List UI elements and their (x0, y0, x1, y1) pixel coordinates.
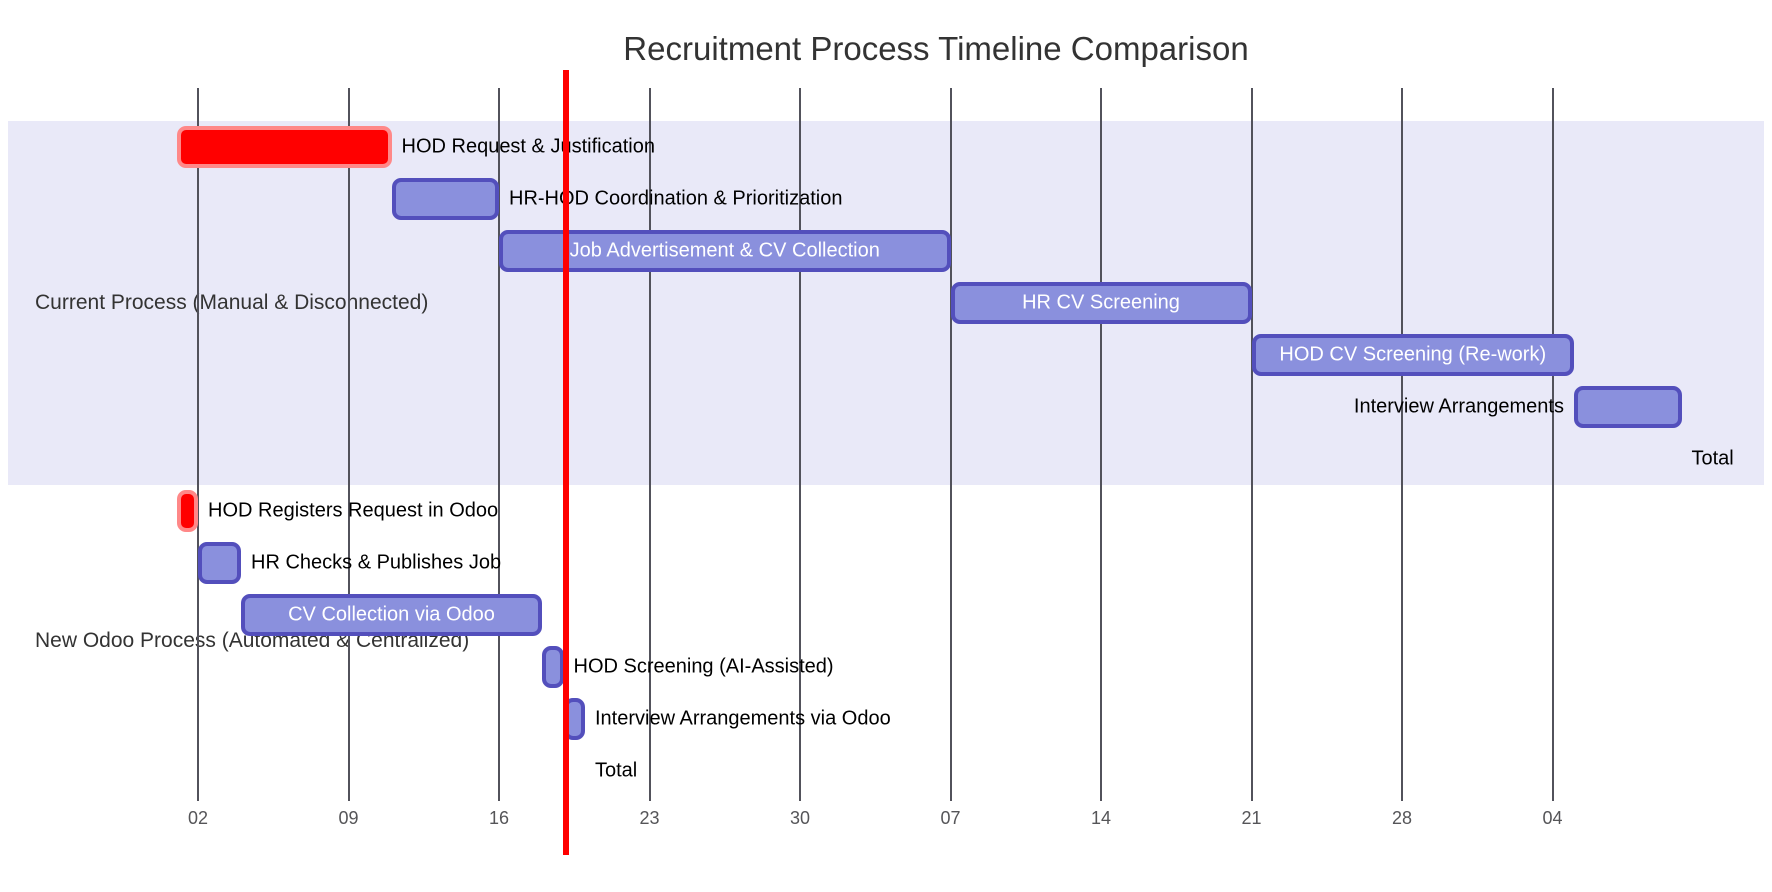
task-bar (499, 230, 951, 272)
section-band (8, 121, 1764, 485)
grid-line (1100, 88, 1102, 801)
grid-line (197, 88, 199, 801)
section-label: Current Process (Manual & Disconnected) (35, 291, 429, 314)
axis-tick-label: 28 (1391, 808, 1413, 828)
task-label: CV Collection via Odoo (288, 603, 495, 626)
task-label: Total (1691, 447, 1734, 470)
task-label: Job Advertisement & CV Collection (569, 239, 880, 262)
grid-line (1401, 88, 1403, 801)
axis-tick-label: 16 (488, 808, 510, 828)
today-marker-line (562, 70, 569, 855)
task-label: HOD Registers Request in Odoo (208, 499, 499, 522)
grid-line (648, 88, 651, 801)
grid-line (1250, 88, 1253, 801)
axis-tick-label: 02 (187, 808, 209, 828)
task-label: HOD Request & Justification (401, 135, 655, 158)
task-bar (241, 594, 542, 636)
axis-tick-label: 23 (639, 808, 660, 828)
grid-line (498, 88, 500, 801)
grid-line (347, 88, 350, 801)
task-bar (198, 542, 241, 584)
axis-tick-label: 04 (1542, 808, 1563, 828)
task-label: HR Checks & Publishes Job (251, 551, 502, 574)
task-bar (1251, 334, 1574, 376)
task-label: Interview Arrangements via Odoo (595, 707, 891, 730)
task-bar-critical (176, 490, 198, 532)
grid-line (949, 88, 952, 801)
task-label: HR-HOD Coordination & Prioritization (509, 187, 843, 210)
task-bar (950, 282, 1252, 324)
axis-tick-label: 30 (789, 808, 811, 828)
grid-line (799, 88, 801, 801)
axis-tick-label: 21 (1241, 808, 1262, 828)
task-bar (1574, 386, 1682, 428)
task-label: Interview Arrangements (1353, 395, 1564, 418)
task-label: HOD CV Screening (Re-work) (1279, 343, 1547, 366)
grid-line (1551, 88, 1554, 801)
task-label: HR CV Screening (1022, 291, 1180, 314)
task-bar (542, 646, 564, 688)
axis-tick-label: 07 (940, 808, 961, 828)
axis-tick-label: 14 (1090, 808, 1112, 828)
axis-tick-label: 09 (338, 808, 359, 828)
task-bar-critical (176, 126, 392, 168)
task-label: HOD Screening (AI-Assisted) (573, 655, 834, 678)
chart-title: Recruitment Process Timeline Comparison (623, 30, 1249, 67)
task-bar (391, 178, 499, 220)
task-label: Total (595, 759, 638, 782)
